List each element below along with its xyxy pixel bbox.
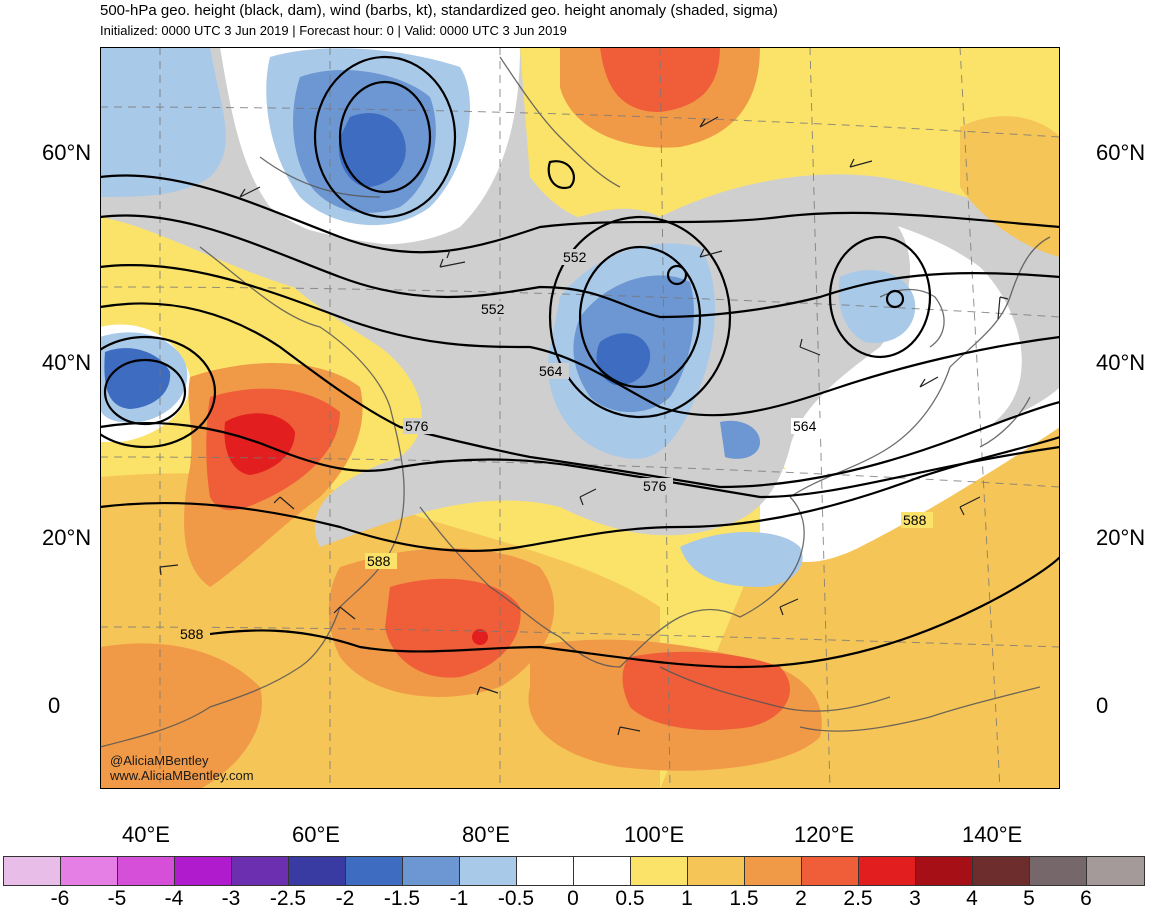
colorbar-swatch	[859, 857, 916, 885]
contour-label: 564	[793, 418, 817, 434]
colorbar-tick-label: -1	[449, 887, 469, 910]
lon-label: 40°E	[122, 822, 170, 847]
lat-label-right: 60°N	[1096, 140, 1146, 165]
colorbar-swatch	[232, 857, 289, 885]
contour-label: 588	[180, 626, 204, 642]
colorbar-swatch	[631, 857, 688, 885]
colorbar-tick-label: -2	[335, 887, 355, 910]
lat-label-right: 0	[1096, 693, 1109, 718]
colorbar-swatch	[289, 857, 346, 885]
lat-label-left: 20°N	[42, 525, 92, 550]
lon-label: 140°E	[962, 822, 1023, 847]
colorbar-tick-label: 5	[1023, 887, 1035, 910]
colorbar-swatch	[517, 857, 574, 885]
lon-label: 120°E	[794, 822, 855, 847]
chart-subtitle: Initialized: 0000 UTC 3 Jun 2019 | Forec…	[100, 23, 567, 38]
lat-label-right: 20°N	[1096, 525, 1146, 550]
credit-handle: @AliciaMBentley	[110, 753, 209, 768]
lat-label-right: 40°N	[1096, 350, 1146, 375]
colorbar-swatch	[460, 857, 517, 885]
lon-label: 60°E	[292, 822, 340, 847]
credit-website: www.AliciaMBentley.com	[110, 768, 254, 783]
colorbar-tick-label: 1	[681, 887, 693, 910]
colorbar-tick-label: 0.5	[615, 887, 645, 910]
colorbar-swatch	[175, 857, 232, 885]
colorbar-swatch	[574, 857, 631, 885]
colorbar	[3, 856, 1145, 886]
colorbar-tick-label: -2.5	[269, 887, 307, 910]
colorbar-swatch	[4, 857, 61, 885]
lat-label-left: 60°N	[42, 140, 92, 165]
contour-label: 576	[643, 478, 667, 494]
lat-label-left: 40°N	[42, 350, 92, 375]
colorbar-tick-label: 2	[795, 887, 807, 910]
chart-title: 500-hPa geo. height (black, dam), wind (…	[100, 2, 778, 19]
colorbar-tick-label: -3	[221, 887, 241, 910]
colorbar-tick-label: -1.5	[383, 887, 421, 910]
contour-label: 576	[405, 418, 429, 434]
colorbar-tick-label: 6	[1080, 887, 1092, 910]
colorbar-swatch	[61, 857, 118, 885]
colorbar-tick-label: 1.5	[729, 887, 759, 910]
colorbar-swatch	[1030, 857, 1087, 885]
colorbar-tick-label: 2.5	[843, 887, 873, 910]
contour-label: 552	[563, 249, 587, 265]
colorbar-tick-label: 3	[909, 887, 921, 910]
lon-label: 100°E	[624, 822, 685, 847]
contour-label: 552	[481, 301, 505, 317]
colorbar-swatch	[118, 857, 175, 885]
colorbar-swatch	[403, 857, 460, 885]
colorbar-swatch	[802, 857, 859, 885]
colorbar-tick-label: -0.5	[497, 887, 535, 910]
colorbar-swatch	[1087, 857, 1144, 885]
colorbar-swatch	[973, 857, 1030, 885]
colorbar-swatch	[916, 857, 973, 885]
colorbar-swatch	[688, 857, 745, 885]
colorbar-swatch	[346, 857, 403, 885]
colorbar-tick-label: -5	[107, 887, 127, 910]
colorbar-tick-label: 0	[567, 887, 579, 910]
colorbar-tick-label: -6	[50, 887, 70, 910]
anomaly-map: 552 552 564 564 576 576 588 588 588	[100, 47, 1060, 789]
contour-label: 588	[367, 553, 391, 569]
lat-label-left: 0	[48, 693, 61, 718]
contour-label: 564	[539, 363, 563, 379]
colorbar-tick-label: -4	[164, 887, 184, 910]
colorbar-swatch	[745, 857, 802, 885]
colorbar-tick-label: 4	[966, 887, 978, 910]
contour-label: 588	[903, 512, 927, 528]
map-panel: 552 552 564 564 576 576 588 588 588	[100, 47, 1060, 789]
lon-label: 80°E	[462, 822, 510, 847]
